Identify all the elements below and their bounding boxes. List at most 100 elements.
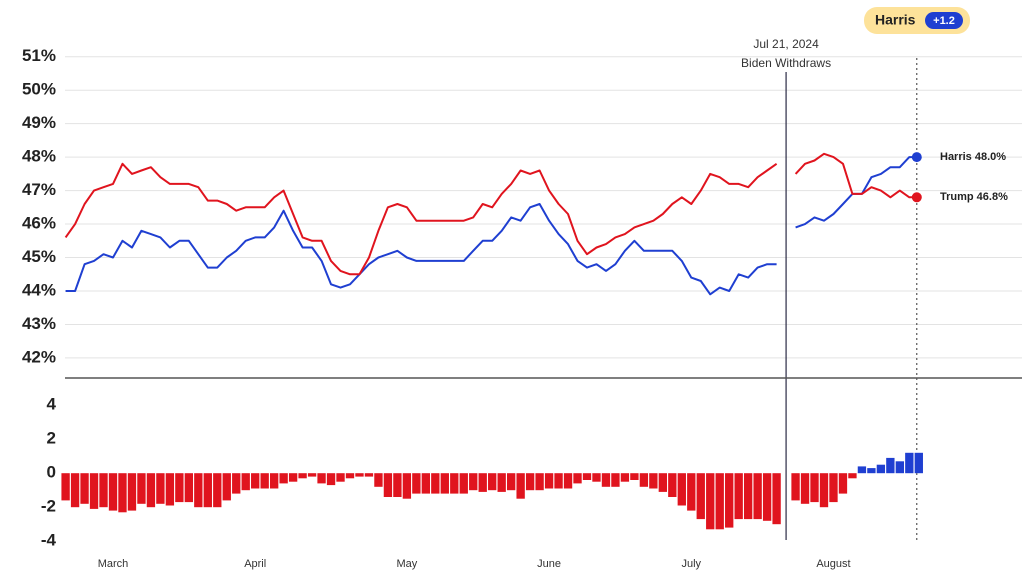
- bar: [497, 473, 506, 492]
- bar: [848, 473, 857, 479]
- x-tick-label: March: [98, 558, 129, 570]
- bar: [592, 473, 601, 482]
- bar: [203, 473, 212, 508]
- bar: [800, 473, 810, 504]
- x-tick-label: June: [537, 558, 561, 570]
- bar: [175, 473, 184, 503]
- y-tick-label: -4: [41, 531, 57, 550]
- end-label: Trump 46.8%: [940, 191, 1008, 203]
- bar: [649, 473, 658, 489]
- bar: [867, 468, 876, 474]
- bar: [658, 473, 668, 492]
- bar: [886, 457, 895, 474]
- bar: [450, 473, 459, 494]
- bar: [279, 473, 288, 484]
- end-dot: [911, 152, 922, 163]
- bar: [108, 473, 118, 511]
- bar: [838, 473, 848, 494]
- bar: [762, 473, 772, 521]
- bar: [478, 473, 487, 492]
- bar: [118, 473, 127, 513]
- bar: [374, 473, 383, 487]
- bar: [563, 473, 573, 489]
- bar: [706, 473, 715, 530]
- y-tick-label: 2: [47, 429, 56, 448]
- end-label: Harris 48.0%: [940, 151, 1006, 163]
- bar: [260, 473, 269, 489]
- bar: [601, 473, 611, 487]
- bar: [336, 473, 345, 482]
- bar: [743, 473, 753, 520]
- bar: [753, 473, 762, 520]
- y-tick-label: 0: [47, 463, 56, 482]
- bar: [89, 473, 99, 509]
- bar: [165, 473, 175, 506]
- x-tick-label: April: [244, 558, 266, 570]
- end-dot: [911, 192, 922, 203]
- bar: [317, 473, 326, 484]
- bar: [895, 461, 905, 474]
- bar: [326, 473, 336, 486]
- bar: [857, 466, 867, 474]
- bar: [146, 473, 156, 508]
- series-line: [65, 203, 777, 296]
- bar: [677, 473, 686, 506]
- y-tick-label: 48%: [22, 147, 56, 166]
- annotation-date: Jul 21, 2024: [753, 37, 819, 51]
- bar: [269, 473, 279, 489]
- bar: [222, 473, 231, 501]
- bar: [535, 473, 544, 491]
- bar: [459, 473, 468, 494]
- y-tick-label: 4: [47, 395, 57, 414]
- bar: [70, 473, 80, 508]
- bar: [137, 473, 146, 504]
- bar: [241, 473, 250, 491]
- bar: [213, 473, 222, 508]
- y-tick-label: 46%: [22, 214, 56, 233]
- bar: [876, 464, 886, 474]
- bar: [364, 473, 374, 477]
- bar: [127, 473, 137, 511]
- bar: [251, 473, 260, 489]
- leader-badge: Harris +1.2: [864, 7, 970, 34]
- bar: [525, 473, 535, 491]
- bar: [421, 473, 431, 494]
- bar: [630, 473, 639, 480]
- bar: [345, 473, 355, 479]
- bar: [288, 473, 298, 482]
- bar: [488, 473, 497, 491]
- y-tick-label: 45%: [22, 247, 56, 266]
- bar: [715, 473, 724, 530]
- bar: [393, 473, 402, 497]
- annotation-text: Biden Withdraws: [741, 56, 831, 70]
- y-tick-label: 50%: [22, 80, 56, 99]
- bar: [402, 473, 412, 499]
- x-tick-label: August: [816, 558, 850, 570]
- series-line: [64, 162, 778, 276]
- x-tick-label: May: [396, 558, 417, 570]
- bar: [355, 473, 364, 477]
- bar: [383, 473, 393, 497]
- bar: [639, 473, 649, 487]
- y-tick-label: 42%: [22, 347, 56, 366]
- bar: [469, 473, 478, 491]
- bar: [734, 473, 743, 520]
- bar: [573, 473, 582, 484]
- bar: [620, 473, 630, 482]
- badge-name: Harris: [875, 12, 916, 28]
- bar: [687, 473, 696, 511]
- series-line: [795, 156, 919, 229]
- y-tick-label: 47%: [22, 180, 56, 199]
- y-tick-label: 49%: [22, 113, 56, 132]
- badge-margin: +1.2: [933, 15, 955, 27]
- bar: [696, 473, 705, 520]
- bar: [914, 452, 923, 474]
- bar: [232, 473, 241, 494]
- bar: [194, 473, 203, 508]
- bar: [506, 473, 516, 491]
- bar: [772, 473, 781, 525]
- bar: [791, 473, 800, 501]
- y-tick-label: -2: [41, 497, 56, 516]
